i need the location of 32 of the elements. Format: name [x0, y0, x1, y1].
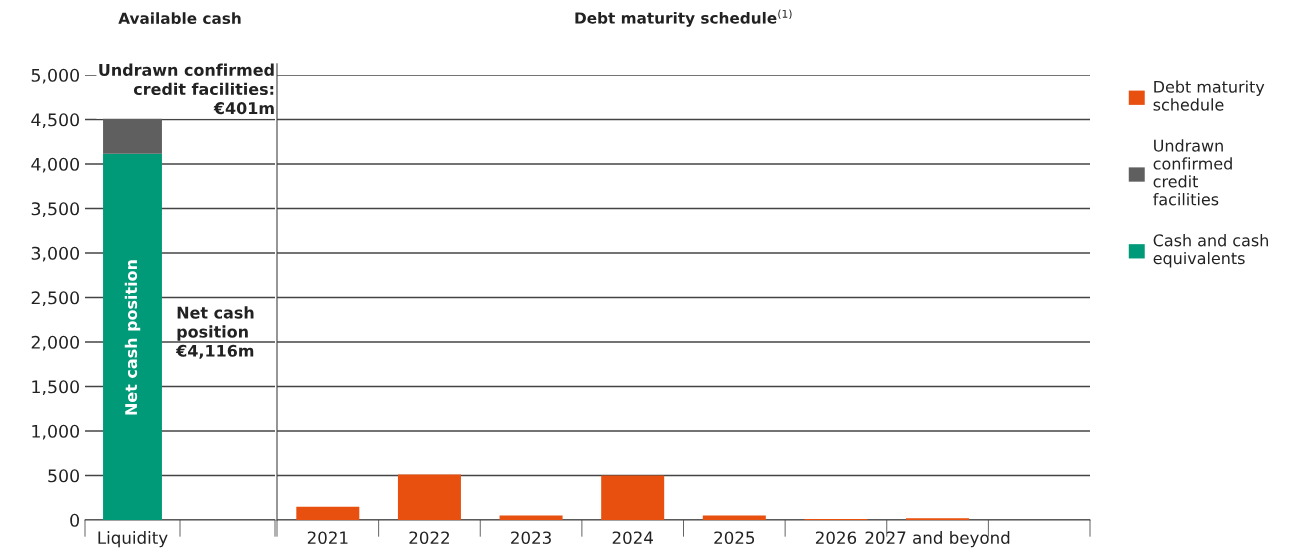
y-tick-label: 2,000	[31, 335, 79, 351]
y-tick-label: 0	[70, 513, 79, 527]
bar	[499, 515, 563, 520]
x-tick-label: 2023	[511, 531, 551, 545]
bar	[296, 506, 360, 520]
annotation: Net cash position €4,116m	[175, 306, 254, 359]
y-tick-label: 4,000	[31, 157, 79, 173]
x-tick-label: 2024	[612, 531, 653, 545]
x-tick-label: 2026	[815, 531, 857, 545]
legend-label: Debt maturity schedule	[1153, 80, 1265, 111]
bar	[397, 474, 461, 520]
bar	[601, 475, 665, 520]
annotation: Undrawn confirmed credit facilities: €401m	[99, 63, 274, 115]
legend-label: Undrawn confirmed credit facilities	[1153, 139, 1232, 206]
x-tick-label: Liquidity	[98, 531, 168, 548]
x-tick-label: 2022	[409, 531, 449, 545]
legend-label: Cash and cash equivalents	[1153, 234, 1268, 268]
y-tick-label: 2,500	[31, 291, 79, 307]
y-tick-label: 1,000	[32, 424, 79, 440]
x-tick-label: 2025	[714, 531, 755, 545]
y-tick-label: 3,000	[31, 246, 79, 262]
y-tick-label: 5,000	[31, 68, 79, 84]
chart-title: Debt maturity schedule$^{(1)}$	[575, 9, 792, 27]
annotation: Net cash position	[124, 260, 141, 415]
y-tick-label: 500	[48, 469, 79, 483]
y-tick-label: 3,500	[31, 202, 79, 218]
y-tick-label: 4,500	[31, 113, 79, 129]
bar	[702, 515, 766, 520]
chart-title: Available cash	[118, 12, 241, 25]
x-tick-label: 2021	[307, 531, 348, 545]
y-tick-label: 1,500	[32, 380, 79, 396]
x-tick-label: 2027 and beyond	[865, 531, 1010, 548]
